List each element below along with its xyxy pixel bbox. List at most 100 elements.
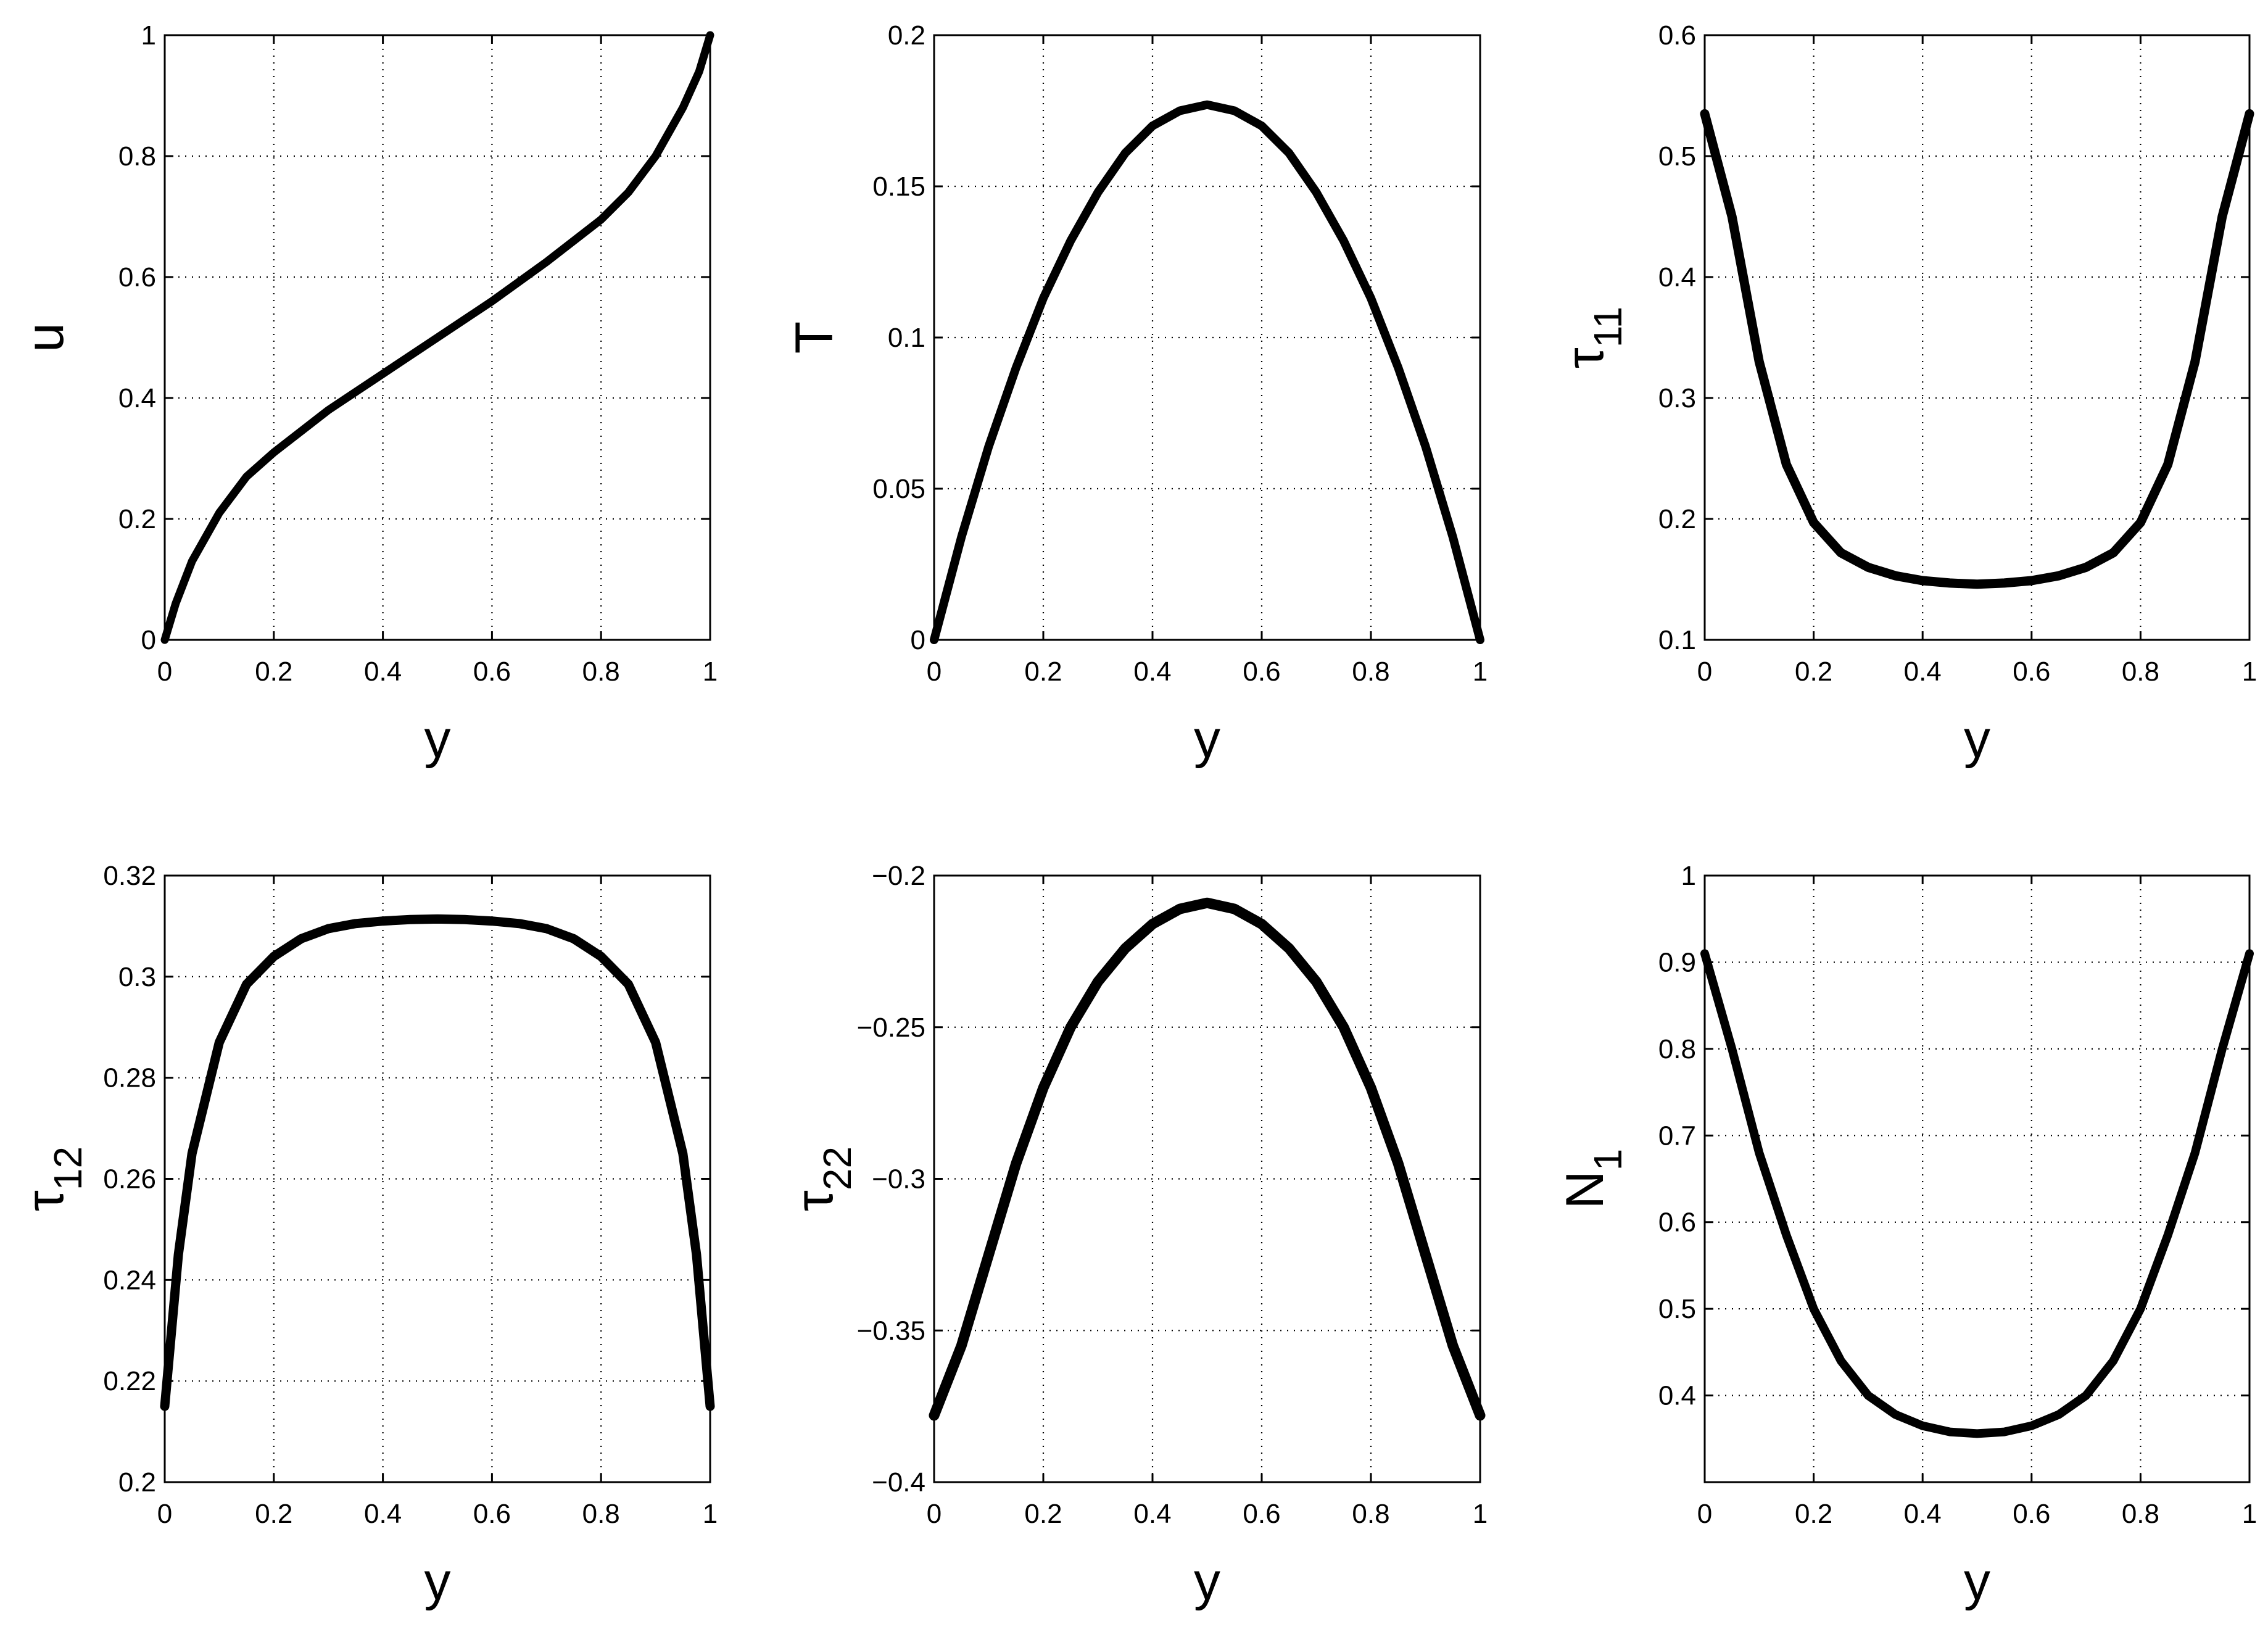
- y-tick-label: 0.24: [103, 1265, 156, 1295]
- x-tick-label: 0.6: [2013, 1499, 2050, 1529]
- y-tick-label: 0.22: [103, 1366, 156, 1396]
- y-tick-label: 0.6: [1658, 1208, 1696, 1238]
- y-axis-label: τ22: [785, 1146, 859, 1211]
- x-tick-label: 0.2: [1795, 657, 1832, 687]
- x-tick-label: 0.6: [1243, 1499, 1280, 1529]
- y-axis-label-main: τ: [15, 1190, 75, 1211]
- x-tick-label: 1: [2242, 657, 2257, 687]
- x-tick-label: 0.8: [1352, 657, 1389, 687]
- y-axis-label-subscript: 12: [46, 1146, 90, 1190]
- x-tick-label: 0.8: [582, 657, 620, 687]
- y-axis-label: N1: [1555, 1149, 1630, 1209]
- y-tick-label: 0: [141, 625, 156, 655]
- y-tick-label: −0.2: [872, 861, 925, 891]
- x-tick-label: 0.4: [364, 657, 402, 687]
- x-axis-label: y: [1194, 1552, 1220, 1611]
- x-tick-label: 0.8: [582, 1499, 620, 1529]
- y-tick-label: 0.4: [1658, 262, 1696, 292]
- x-tick-label: 0: [1697, 1499, 1712, 1529]
- series-line: [1700, 109, 2254, 589]
- x-tick-label: 1: [1473, 1499, 1488, 1529]
- x-tick-label: 0.4: [1133, 657, 1171, 687]
- y-axis-label-main: u: [15, 323, 75, 352]
- y-tick-label: 0.15: [872, 172, 925, 202]
- subplot-5: 0 0.2 0.4 0.6 0.8 1 −0.4 −0.35 −0.3 −0.25 −0.2 y τ22: [785, 861, 1488, 1611]
- y-tick-label: 0.8: [118, 141, 156, 172]
- y-tick-label: −0.35: [857, 1316, 925, 1346]
- y-axis-label-subscript: 1: [1586, 1149, 1630, 1171]
- x-tick-label: 1: [703, 1499, 718, 1529]
- axes-frame: [163, 34, 711, 641]
- y-tick-label: 0.3: [118, 962, 156, 992]
- x-tick-label: 0.2: [1795, 1499, 1832, 1529]
- y-axis-label: u: [15, 323, 75, 352]
- y-axis-label-main: τ: [785, 1190, 844, 1211]
- series-line: [930, 100, 1484, 644]
- y-tick-label: 0.2: [118, 504, 156, 534]
- y-tick-label: 1: [1681, 861, 1696, 891]
- y-tick-label: 0.9: [1658, 947, 1696, 977]
- y-tick-label: 0.3: [1658, 383, 1696, 413]
- x-tick-label: 0.4: [1904, 1499, 1942, 1529]
- x-tick-label: 1: [1473, 657, 1488, 687]
- y-tick-label: 0.1: [1658, 625, 1696, 655]
- y-tick-label: 0.28: [103, 1063, 156, 1093]
- x-tick-label: 0: [157, 1499, 172, 1529]
- y-tick-label: 0.32: [103, 861, 156, 891]
- subplot-4: 0 0.2 0.4 0.6 0.8 10.20.220.240.260.280.30.32…: [15, 861, 718, 1611]
- y-tick-label: −0.3: [872, 1164, 925, 1195]
- y-axis-label-main: T: [785, 321, 844, 354]
- y-tick-label: 0.26: [103, 1164, 156, 1195]
- y-tick-label: 0.6: [118, 262, 156, 292]
- y-tick-label: 0.5: [1658, 1294, 1696, 1324]
- x-tick-label: 0.6: [473, 657, 511, 687]
- x-tick-label: 0.6: [2013, 657, 2050, 687]
- y-axis-label: τ11: [1555, 307, 1630, 368]
- x-axis-label: y: [424, 1552, 451, 1611]
- x-tick-label: 0: [927, 657, 942, 687]
- y-tick-label: 0.6: [1658, 20, 1696, 51]
- y-tick-label: 0.5: [1658, 141, 1696, 172]
- y-tick-label: 1: [141, 20, 156, 51]
- y-axis-label-main: τ: [1555, 347, 1615, 368]
- x-tick-label: 0.6: [1243, 657, 1280, 687]
- x-tick-label: 0.2: [1024, 1499, 1062, 1529]
- x-tick-label: 0.4: [364, 1499, 402, 1529]
- y-tick-label: −0.25: [857, 1013, 925, 1043]
- x-tick-label: 0: [157, 657, 172, 687]
- y-tick-label: −0.4: [872, 1467, 925, 1498]
- x-tick-label: 0.8: [1352, 1499, 1389, 1529]
- axes-frame: [1703, 34, 2251, 641]
- y-axis-label: T: [785, 321, 844, 354]
- subplot-2: 0 0.2 0.4 0.6 0.8 1 0 0.05 0.1 0.15 0.2 y T: [785, 20, 1488, 769]
- x-axis-label: y: [424, 710, 451, 769]
- y-axis-label-main: N: [1555, 1171, 1615, 1209]
- x-tick-label: 0.2: [255, 1499, 292, 1529]
- y-axis-label: τ12: [15, 1146, 90, 1211]
- x-axis-label: y: [1194, 710, 1220, 769]
- series-line: [929, 897, 1486, 1421]
- x-tick-label: 1: [2242, 1499, 2257, 1529]
- y-tick-label: 0: [911, 625, 925, 655]
- y-tick-label: 0.7: [1658, 1121, 1696, 1151]
- y-tick-label: 0.1: [888, 323, 925, 353]
- x-tick-label: 0.2: [255, 657, 292, 687]
- y-tick-label: 0.05: [872, 474, 925, 504]
- y-tick-label: 0.4: [1658, 1381, 1696, 1411]
- x-axis-label: y: [1964, 1552, 1990, 1611]
- subplot-1: 0 0.2 0.4 0.6 0.8 1 0 0.2 0.4 0.6 0.8 1 y u: [15, 20, 718, 769]
- y-axis-label-subscript: 22: [815, 1146, 859, 1190]
- x-tick-label: 0.8: [2122, 1499, 2159, 1529]
- x-tick-label: 0.6: [473, 1499, 511, 1529]
- subplot-3: 0 0.2 0.4 0.6 0.8 1 0.1 0.2 0.3 0.4 0.5 0.6 y τ11: [1555, 20, 2257, 769]
- y-tick-label: 0.2: [888, 20, 925, 51]
- y-tick-label: 0.2: [1658, 504, 1696, 534]
- x-tick-label: 1: [703, 657, 718, 687]
- x-tick-label: 0.4: [1904, 657, 1942, 687]
- y-axis-label-subscript: 11: [1586, 307, 1630, 347]
- y-tick-label: 0.4: [118, 383, 156, 413]
- series-line: [160, 914, 715, 1411]
- x-tick-label: 0.8: [2122, 657, 2159, 687]
- y-tick-label: 0.8: [1658, 1034, 1696, 1064]
